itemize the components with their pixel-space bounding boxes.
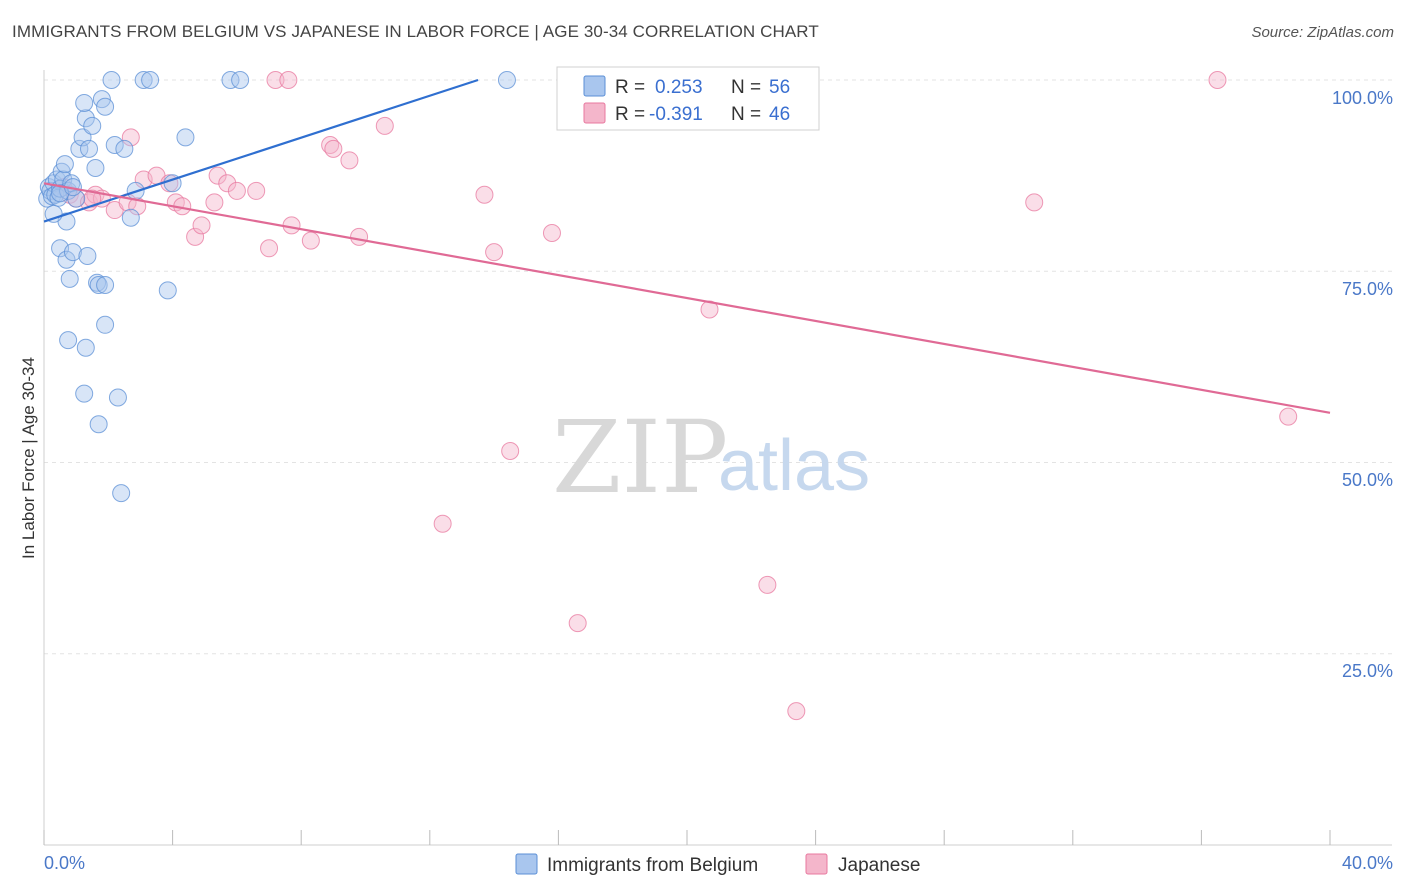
x-tick-label-max: 40.0% [1342, 853, 1393, 873]
belgium-point-53 [497, 71, 516, 89]
belgium-point-36 [96, 315, 115, 334]
belgium-point-27 [86, 158, 105, 177]
japanese-point-17 [205, 193, 224, 212]
bottom-legend-label-pink: Japanese [838, 855, 920, 876]
legend-n-value-pink: 46 [769, 104, 790, 125]
belgium-point-11 [55, 155, 74, 174]
japanese-point-38 [433, 514, 452, 533]
trend-lines [43, 78, 1331, 414]
belgium-point-34 [89, 276, 108, 295]
series-japanese [54, 71, 1298, 721]
belgium-point-45 [141, 71, 160, 89]
belgium-point-43 [102, 71, 121, 89]
belgium-point-42 [112, 484, 131, 503]
y-tick-label-25: 25.0% [1342, 661, 1393, 681]
belgium-point-24 [75, 93, 94, 112]
belgium-point-21 [70, 139, 89, 158]
japanese-point-42 [1025, 193, 1044, 212]
japanese-point-20 [227, 181, 246, 200]
legend-n-label-blue: N = [731, 77, 761, 98]
y-tick-label-75: 75.0% [1342, 279, 1393, 299]
belgium-point-41 [89, 415, 108, 434]
series-legend: Immigrants from Belgium Japanese [515, 853, 920, 876]
legend-r-label-pink: R = [615, 104, 645, 125]
belgium-point-25 [80, 139, 99, 158]
x-ticks [43, 830, 1331, 845]
japanese-point-23 [266, 71, 285, 89]
y-tick-label-50: 50.0% [1342, 470, 1393, 490]
japanese-point-19 [218, 174, 237, 193]
watermark-atlas: atlas [718, 426, 870, 506]
japanese-point-39 [568, 614, 587, 633]
japanese-point-44 [1279, 407, 1298, 426]
japanese-point-21 [247, 181, 266, 200]
belgium-point-40 [108, 388, 127, 407]
belgium-point-51 [221, 71, 240, 89]
legend-r-label-blue: R = [615, 77, 645, 98]
belgium-point-16 [60, 269, 79, 288]
chart-title: IMMIGRANTS FROM BELGIUM VS JAPANESE IN L… [12, 22, 819, 41]
bottom-legend-label-blue: Immigrants from Belgium [547, 855, 758, 876]
grid-lines [44, 79, 1392, 655]
belgium-trend-line [43, 78, 479, 223]
stats-legend: R = 0.253 N = 56 R = -0.391 N = 46 [556, 66, 820, 131]
belgium-point-22 [73, 128, 92, 147]
japanese-trend-line [43, 182, 1331, 414]
japanese-point-9 [128, 197, 147, 216]
japanese-point-15 [186, 227, 205, 246]
legend-n-value-blue: 56 [769, 77, 790, 98]
belgium-point-35 [96, 276, 115, 295]
belgium-point-30 [105, 136, 124, 155]
belgium-point-44 [134, 71, 153, 89]
japanese-point-30 [350, 227, 369, 246]
belgium-point-15 [57, 250, 76, 269]
japanese-point-28 [324, 139, 343, 158]
series-belgium [38, 71, 516, 503]
japanese-point-18 [208, 166, 227, 185]
japanese-point-40 [758, 575, 777, 594]
legend-n-label-pink: N = [731, 104, 761, 125]
belgium-point-46 [121, 208, 140, 227]
japanese-point-41 [787, 702, 806, 721]
chart-source: Source: ZipAtlas.com [1251, 24, 1394, 41]
y-axis-label: In Labor Force | Age 30-34 [19, 357, 38, 559]
belgium-point-39 [75, 384, 94, 403]
bottom-legend-swatch-pink [805, 853, 828, 875]
japanese-point-34 [542, 224, 561, 242]
japanese-point-16 [192, 216, 211, 235]
belgium-point-52 [231, 71, 250, 89]
japanese-point-26 [301, 231, 320, 250]
belgium-point-23 [76, 109, 95, 128]
belgium-point-31 [115, 139, 134, 158]
belgium-point-48 [158, 281, 177, 300]
belgium-point-38 [76, 338, 95, 357]
belgium-point-32 [78, 246, 97, 265]
japanese-point-24 [279, 71, 298, 89]
legend-r-value-pink: -0.391 [649, 104, 703, 125]
japanese-point-31 [375, 116, 394, 135]
japanese-point-37 [501, 442, 520, 461]
japanese-point-29 [340, 151, 359, 170]
belgium-point-17 [63, 243, 82, 262]
japanese-point-33 [485, 243, 504, 262]
bottom-legend-swatch-blue [515, 853, 538, 875]
japanese-point-8 [121, 128, 140, 147]
legend-r-value-blue: 0.253 [655, 77, 703, 98]
watermark-zip: ZIP [552, 399, 728, 516]
belgium-point-29 [96, 97, 115, 116]
japanese-point-43 [1208, 71, 1227, 89]
legend-swatch-pink [583, 102, 606, 124]
x-tick-label-min: 0.0% [44, 853, 85, 873]
japanese-point-32 [475, 185, 494, 204]
belgium-point-26 [83, 116, 102, 135]
belgium-point-37 [59, 331, 78, 350]
legend-swatch-blue [583, 75, 606, 97]
japanese-point-45 [83, 189, 102, 208]
japanese-point-22 [260, 239, 279, 258]
belgium-point-50 [176, 128, 195, 147]
y-tick-label-100: 100.0% [1332, 88, 1393, 108]
